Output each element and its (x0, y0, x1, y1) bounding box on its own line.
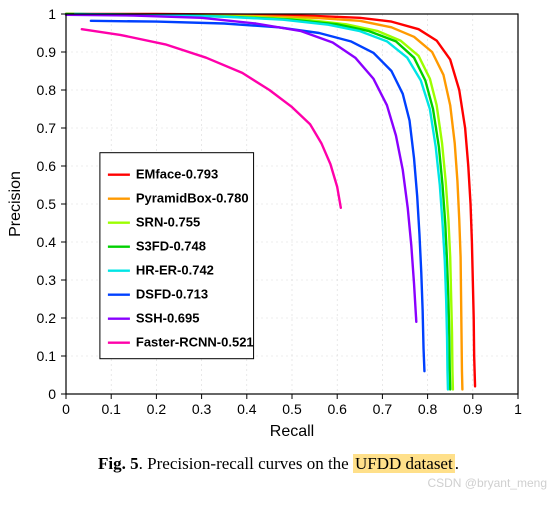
legend-label: SRN-0.755 (136, 215, 200, 230)
precision-recall-chart: 0 0.1 0.2 0.3 0.4 0.5 0.6 0.7 0.8 0.9 1 0 0.1 0.2 0.3 0… (0, 0, 540, 440)
legend-label: DSFD-0.713 (136, 287, 208, 302)
legend-label: HR-ER-0.742 (136, 263, 214, 278)
svg-text:0.3: 0.3 (37, 272, 57, 288)
svg-text:0.9: 0.9 (463, 401, 483, 417)
pr-chart-container: 0 0.1 0.2 0.3 0.4 0.5 0.6 0.7 0.8 0.9 1 0 0.1 0.2 0.3 0… (0, 0, 557, 440)
svg-text:0.3: 0.3 (192, 401, 212, 417)
legend-label: Faster-RCNN-0.521 (136, 335, 254, 350)
figure-caption: Fig. 5. Precision-recall curves on the U… (0, 454, 557, 474)
svg-text:0.8: 0.8 (418, 401, 438, 417)
svg-text:0.2: 0.2 (147, 401, 167, 417)
legend: EMface-0.793 PyramidBox-0.780 SRN-0.755 S3F… (100, 153, 254, 359)
svg-text:0.7: 0.7 (373, 401, 393, 417)
svg-text:0: 0 (48, 386, 56, 402)
svg-text:Precision: Precision (7, 171, 24, 237)
caption-highlight: UFDD dataset (353, 454, 455, 473)
svg-text:0.2: 0.2 (37, 310, 57, 326)
svg-text:1: 1 (48, 6, 56, 22)
svg-text:0.5: 0.5 (282, 401, 302, 417)
svg-text:0.7: 0.7 (37, 120, 57, 136)
legend-label: S3FD-0.748 (136, 239, 206, 254)
caption-prefix: . Precision-recall curves on the (139, 454, 353, 473)
legend-label: SSH-0.695 (136, 311, 200, 326)
svg-text:0.1: 0.1 (101, 401, 121, 417)
legend-label: PyramidBox-0.780 (136, 191, 249, 206)
figure-label: Fig. 5 (98, 454, 139, 473)
svg-text:0.9: 0.9 (37, 44, 57, 60)
svg-text:1: 1 (514, 401, 522, 417)
legend-label: EMface-0.793 (136, 167, 218, 182)
svg-text:0.6: 0.6 (37, 158, 57, 174)
svg-text:0.8: 0.8 (37, 82, 57, 98)
svg-text:Recall: Recall (270, 423, 314, 440)
svg-text:0.4: 0.4 (237, 401, 257, 417)
svg-text:0.4: 0.4 (37, 234, 57, 250)
svg-text:0.1: 0.1 (37, 348, 57, 364)
svg-text:0: 0 (62, 401, 70, 417)
svg-text:0.6: 0.6 (327, 401, 347, 417)
watermark-text: CSDN @bryant_meng (0, 476, 557, 490)
caption-suffix: . (455, 454, 459, 473)
svg-text:0.5: 0.5 (37, 196, 57, 212)
